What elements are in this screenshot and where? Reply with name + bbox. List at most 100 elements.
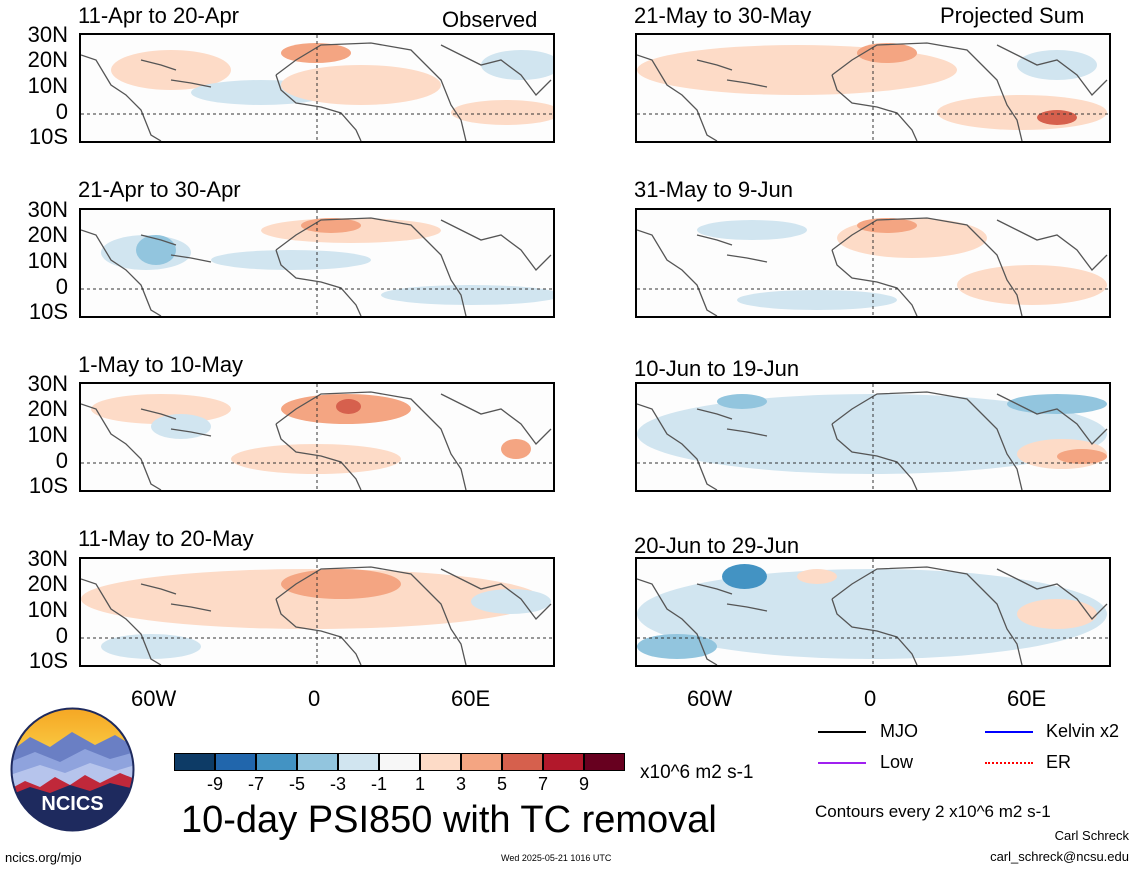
coastline xyxy=(81,403,162,490)
map-canvas xyxy=(637,559,1109,665)
legend-kelvin-line xyxy=(985,731,1033,733)
anomaly-shading xyxy=(301,218,361,233)
coastline xyxy=(81,229,162,316)
coastline xyxy=(440,568,552,620)
anomaly-shading xyxy=(81,569,541,629)
coastline xyxy=(81,578,162,665)
coastline xyxy=(726,428,768,437)
coastline xyxy=(831,42,1023,141)
lon-label-right-0: 0 xyxy=(864,686,877,711)
lat-label-10n: 10N xyxy=(27,248,68,273)
legend-low-label: Low xyxy=(880,752,914,772)
legend-kelvin-label: Kelvin x2 xyxy=(1046,721,1120,741)
coastline xyxy=(726,603,768,612)
coastline xyxy=(831,249,918,316)
coastline xyxy=(440,44,552,96)
anomaly-shading xyxy=(722,564,767,589)
anomaly-shading xyxy=(957,265,1107,305)
anomaly-shading xyxy=(136,235,176,265)
map-canvas xyxy=(81,210,553,316)
ncics-logo: NCICS xyxy=(10,707,135,832)
colorbar-tick-label: 9 xyxy=(578,774,589,794)
lon-label-left-60w: 60W xyxy=(131,686,177,711)
anomaly-shading xyxy=(381,285,553,305)
coastline xyxy=(81,54,162,141)
legend-er-label: ER xyxy=(1046,752,1072,772)
map-canvas xyxy=(637,210,1109,316)
main-title: 10-day PSI850 with TC removal xyxy=(181,799,717,841)
lat-label-30n: 30N xyxy=(27,22,68,47)
anomaly-shading xyxy=(1037,110,1077,125)
anomaly-shading xyxy=(717,394,767,409)
map-panel xyxy=(635,33,1111,143)
lon-label-right-60e: 60E xyxy=(1007,686,1047,711)
colorbar-swatch xyxy=(174,753,215,771)
coastline xyxy=(170,603,212,612)
colorbar-tick-label: 3 xyxy=(455,774,466,794)
lat-label-20n: 20N xyxy=(27,222,68,247)
anomaly-shading xyxy=(1017,599,1097,629)
colorbar-tick-label: -7 xyxy=(247,774,264,794)
lon-label-left-0: 0 xyxy=(308,686,321,711)
lat-label-10n: 10N xyxy=(27,597,68,622)
anomaly-shading xyxy=(637,394,1107,474)
coastline xyxy=(696,59,733,71)
map-panel xyxy=(79,557,555,667)
colorbar-swatch xyxy=(502,753,543,771)
map-panel xyxy=(79,33,555,143)
coastline xyxy=(140,59,177,71)
anomaly-shading xyxy=(501,439,531,459)
colorbar-tick-label: 5 xyxy=(496,774,507,794)
coastline xyxy=(440,393,552,445)
lat-label-10n: 10N xyxy=(27,422,68,447)
colorbar-swatch xyxy=(420,753,461,771)
panel-title-7: 10-Jun to 19-Jun xyxy=(634,356,800,381)
coastline xyxy=(275,217,467,316)
coastline xyxy=(637,54,718,141)
coastline xyxy=(170,254,212,263)
lat-label-30n: 30N xyxy=(27,546,68,571)
coastline xyxy=(996,568,1108,620)
map-panel xyxy=(79,208,555,318)
anomaly-shading xyxy=(637,634,717,659)
anomaly-shading xyxy=(471,589,551,614)
author: Carl Schreck xyxy=(1054,828,1129,843)
coastline xyxy=(170,428,212,437)
coastline xyxy=(696,583,733,595)
anomaly-shading xyxy=(336,399,361,414)
lat-label-10s: 10S xyxy=(28,648,68,673)
colorbar-tick-label: 1 xyxy=(414,774,425,794)
lat-label-0: 0 xyxy=(55,448,68,473)
lat-label-30n: 30N xyxy=(27,371,68,396)
panel-title-3: 1-May to 10-May xyxy=(78,352,244,377)
legend-mjo-line xyxy=(818,731,866,733)
anomaly-shading xyxy=(281,43,351,63)
coastline xyxy=(726,254,768,263)
colorbar-swatch xyxy=(215,753,256,771)
anomaly-shading xyxy=(697,220,807,240)
anomaly-shading xyxy=(151,414,211,439)
lat-label-0: 0 xyxy=(55,623,68,648)
coastline xyxy=(275,598,362,665)
map-canvas xyxy=(81,559,553,665)
coastline xyxy=(831,74,918,141)
panel-title-5: 21-May to 30-May xyxy=(634,3,812,28)
timestamp: Wed 2025-05-21 1016 UTC xyxy=(501,853,612,863)
anomaly-shading xyxy=(1007,394,1107,414)
anomaly-shading xyxy=(1057,449,1107,464)
coastline xyxy=(275,42,467,141)
anomaly-shading xyxy=(281,569,401,599)
legend-low-line xyxy=(818,762,866,764)
map-panel xyxy=(635,382,1111,492)
colorbar-swatch xyxy=(338,753,379,771)
lat-label-0: 0 xyxy=(55,274,68,299)
colorbar-swatch xyxy=(297,753,338,771)
coastline xyxy=(831,423,918,490)
panel-title-2: 21-Apr to 30-Apr xyxy=(78,177,241,202)
colorbar-tick-label: -5 xyxy=(288,774,305,794)
lat-label-0: 0 xyxy=(55,99,68,124)
author-email: carl_schreck@ncsu.edu xyxy=(990,849,1129,864)
legend-mjo-label: MJO xyxy=(880,721,918,741)
coastline xyxy=(140,234,177,246)
map-panel xyxy=(79,382,555,492)
